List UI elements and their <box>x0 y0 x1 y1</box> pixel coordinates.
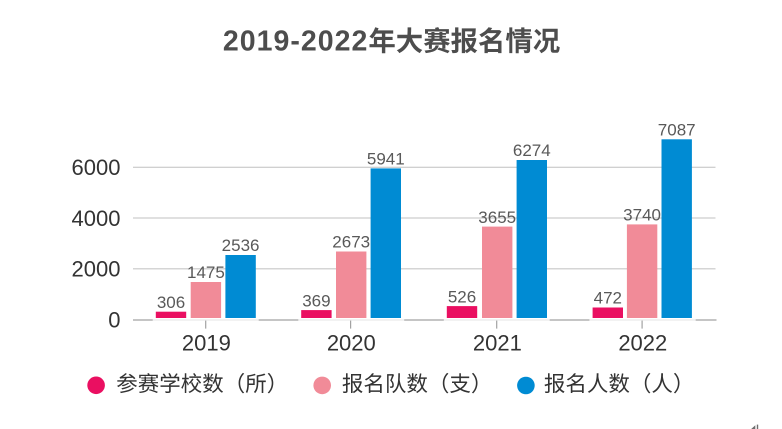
svg-text:2019: 2019 <box>182 331 231 356</box>
svg-text:3740: 3740 <box>623 206 661 225</box>
svg-text:0: 0 <box>108 307 120 332</box>
svg-text:4000: 4000 <box>72 206 121 231</box>
svg-text:306: 306 <box>157 293 185 312</box>
svg-text:369: 369 <box>302 291 330 310</box>
svg-text:2021: 2021 <box>473 331 522 356</box>
svg-text:2020: 2020 <box>327 331 376 356</box>
svg-text:2000: 2000 <box>72 257 121 282</box>
svg-text:472: 472 <box>594 289 622 308</box>
svg-text:5941: 5941 <box>367 150 405 169</box>
svg-text:1475: 1475 <box>187 263 225 282</box>
svg-text:6274: 6274 <box>513 141 551 160</box>
svg-text:6000: 6000 <box>72 155 121 180</box>
svg-text:2673: 2673 <box>332 233 370 252</box>
svg-text:2019-2022: 2019-2022 <box>223 26 368 58</box>
svg-text:526: 526 <box>448 287 476 306</box>
svg-text:7087: 7087 <box>658 121 696 140</box>
svg-text:2536: 2536 <box>222 236 260 255</box>
svg-text:3655: 3655 <box>478 208 516 227</box>
svg-text:2022: 2022 <box>618 331 667 356</box>
